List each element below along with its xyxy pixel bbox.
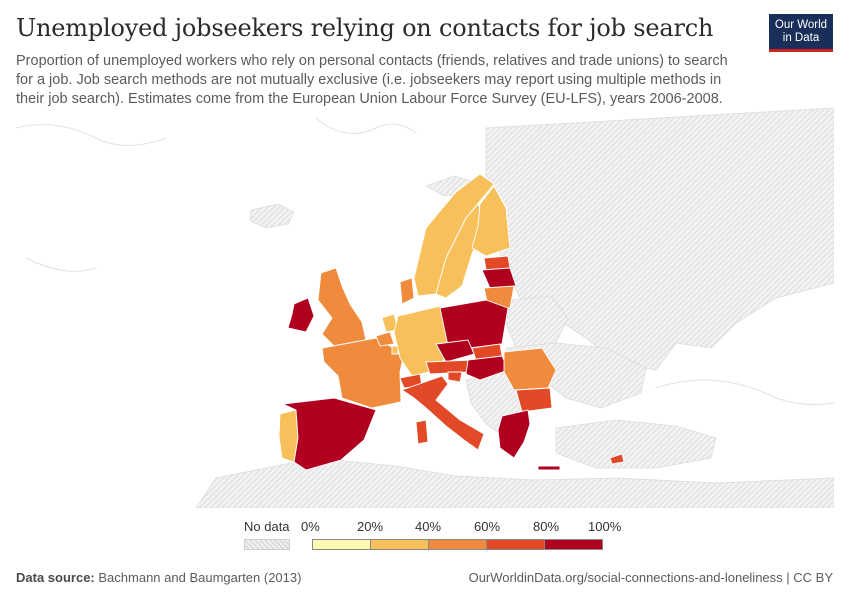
legend-bin-60-80 xyxy=(486,539,545,550)
region-sardinia xyxy=(415,419,429,445)
turkey xyxy=(555,419,717,469)
region-italy xyxy=(400,375,485,451)
legend: No data 0% 20% 40% 60% 80% 100% xyxy=(240,517,640,557)
legend-bin-0-20 xyxy=(312,539,371,550)
legend-no-data-swatch xyxy=(244,539,290,550)
data-source: Data source: Bachmann and Baumgarten (20… xyxy=(16,570,301,585)
region-united-kingdom xyxy=(317,267,367,347)
legend-bin-40-60 xyxy=(428,539,487,550)
data-source-label: Data source: xyxy=(16,570,95,585)
legend-tick-100: 100% xyxy=(588,519,622,534)
region-poland xyxy=(439,299,509,349)
legend-tick-20: 20% xyxy=(357,519,384,534)
region-belgium xyxy=(375,331,395,347)
region-finland xyxy=(471,185,511,257)
logo-line-2: in Data xyxy=(782,31,820,44)
region-crete xyxy=(537,465,561,471)
region-norway xyxy=(413,173,495,297)
owid-logo[interactable]: Our World in Data xyxy=(769,14,833,52)
legend-tick-40: 40% xyxy=(415,519,442,534)
region-france xyxy=(321,337,405,409)
sea-boundaries xyxy=(16,117,834,406)
choropleth-map xyxy=(16,108,834,508)
legend-tick-0: 0% xyxy=(301,519,320,534)
region-ireland xyxy=(287,297,315,333)
legend-no-data-label: No data xyxy=(244,519,290,534)
chart-subtitle: Proportion of unemployed workers who rel… xyxy=(16,53,728,107)
chart-title: Unemployed jobseekers relying on contact… xyxy=(16,14,714,42)
region-denmark xyxy=(399,277,415,305)
region-hungary xyxy=(465,355,509,381)
region-cyprus xyxy=(609,453,625,465)
source-url-link[interactable]: OurWorldinData.org/social-connections-an… xyxy=(468,570,833,585)
region-greece xyxy=(497,409,531,459)
region-slovenia xyxy=(447,371,463,383)
legend-bin-20-40 xyxy=(370,539,429,550)
data-source-text: Bachmann and Baumgarten (2013) xyxy=(98,570,302,585)
region-latvia xyxy=(481,267,517,289)
region-bulgaria xyxy=(515,387,553,413)
iceland xyxy=(249,203,295,229)
region-spain xyxy=(281,397,377,471)
logo-line-1: Our World xyxy=(774,18,828,31)
north-africa xyxy=(195,457,834,508)
legend-bin-80-100 xyxy=(544,539,603,550)
data-countries xyxy=(278,173,625,471)
legend-tick-60: 60% xyxy=(474,519,501,534)
region-luxembourg xyxy=(391,345,399,355)
legend-tick-80: 80% xyxy=(533,519,560,534)
